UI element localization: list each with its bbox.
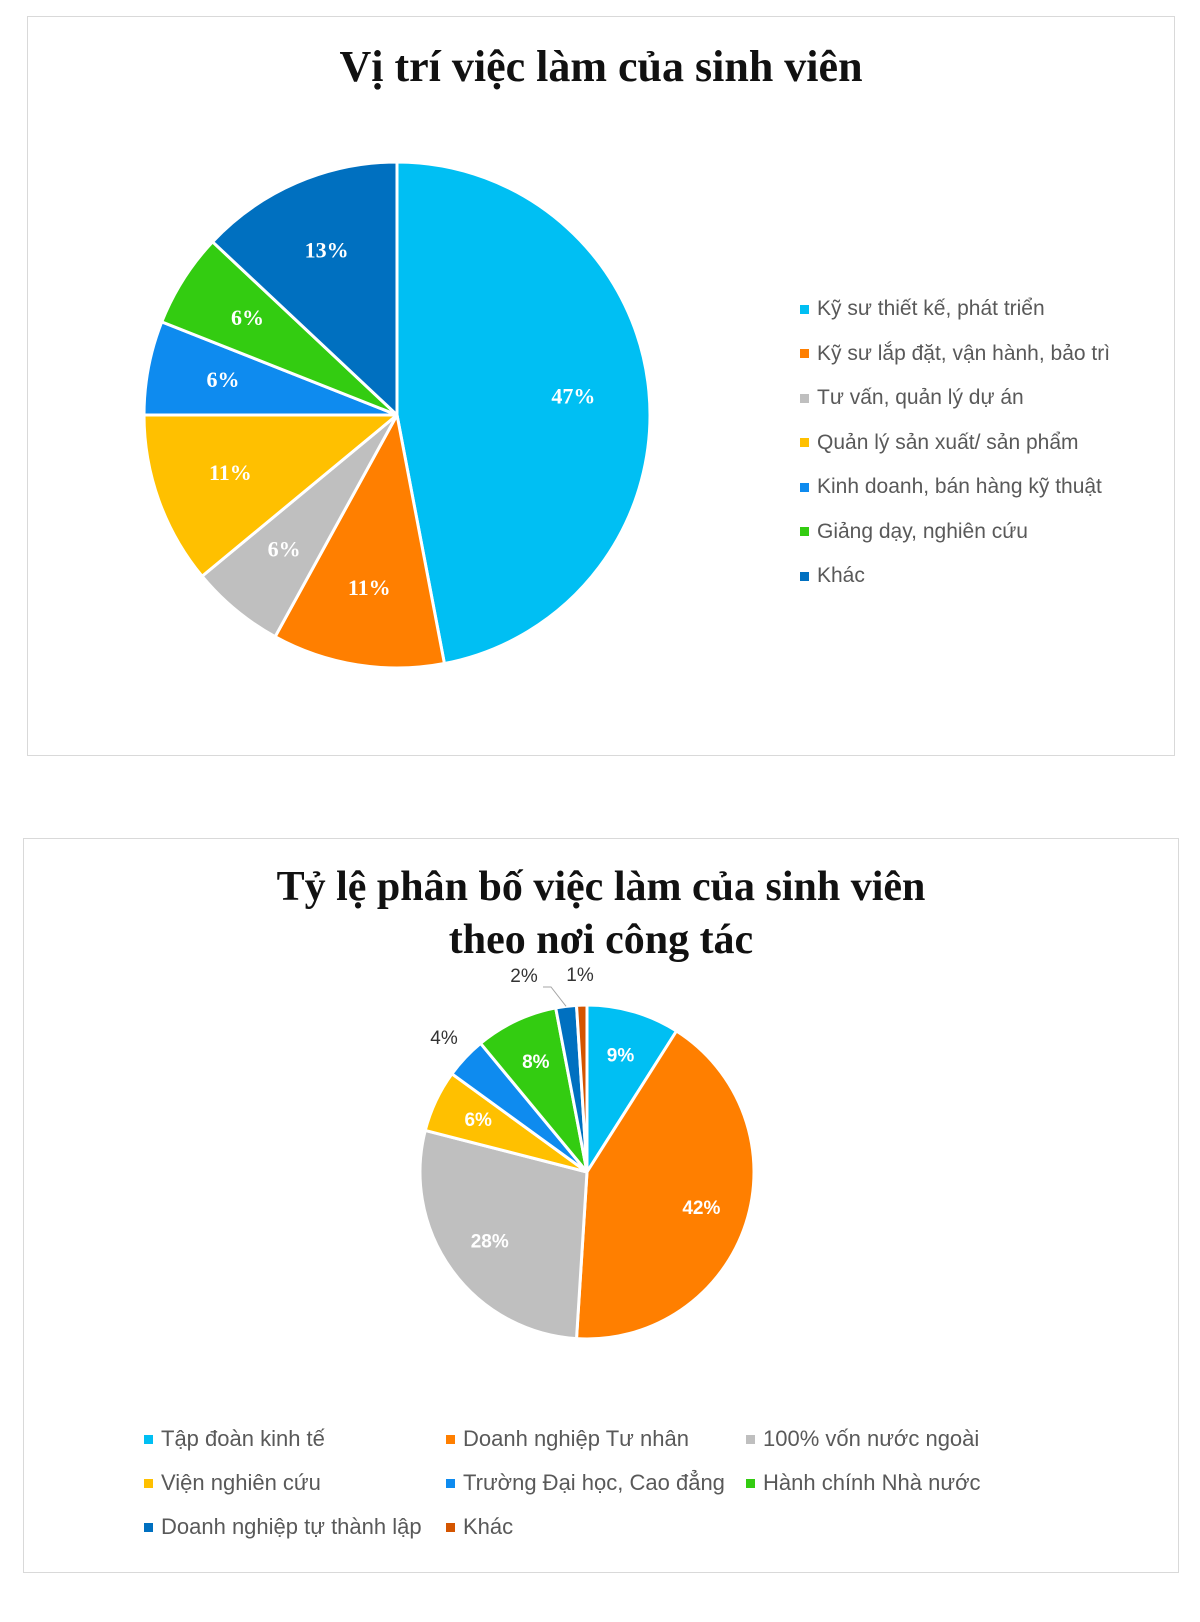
- pie-slice-100-von-nuoc-ngoai: [418, 1128, 589, 1341]
- legend: Kỹ sư thiết kế, phát triển Kỹ sư lắp đặt,…: [800, 287, 1110, 599]
- data-label: 9%: [607, 1046, 635, 1067]
- data-label: 6%: [207, 367, 240, 392]
- legend-label: Quản lý sản xuất/ sản phẩm: [817, 430, 1079, 454]
- legend-item: Doanh nghiệp Tư nhân: [446, 1426, 746, 1452]
- legend-label: Kỹ sư thiết kế, phát triển: [817, 297, 1045, 321]
- legend-item: Kỹ sư lắp đặt, vận hành, bảo trì: [800, 332, 1110, 377]
- data-label: 8%: [522, 1052, 550, 1073]
- pie-slice-khac: [211, 160, 399, 417]
- legend-item: 100% vốn nước ngoài: [746, 1426, 1044, 1452]
- pie-chart-job-positions: 47% 11% 6% 11% 6% 6% 13%: [142, 160, 652, 670]
- legend-label: Giảng dạy, nghiên cứu: [817, 519, 1028, 543]
- legend-label: Khác: [463, 1514, 514, 1539]
- legend-item: Quản lý sản xuất/ sản phẩm: [800, 421, 1110, 466]
- legend-label: Kỹ sư lắp đặt, vận hành, bảo trì: [817, 341, 1111, 365]
- pie-chart-workplace-distribution: 9% 42% 28% 6% 4% 8% 2% 1%: [418, 965, 756, 1341]
- legend-item: Hành chính Nhà nước: [746, 1470, 1044, 1496]
- legend-swatch: [800, 438, 809, 448]
- legend-swatch: [446, 1478, 455, 1488]
- legend-label: Tập đoàn kinh tế: [161, 1426, 325, 1451]
- legend-item: Giảng dạy, nghiên cứu: [800, 510, 1110, 555]
- legend-item: Kinh doanh, bán hàng kỹ thuật: [800, 465, 1110, 510]
- data-label: 2%: [510, 966, 538, 987]
- data-label: 6%: [464, 1110, 492, 1131]
- legend-swatch: [800, 571, 809, 581]
- legend-swatch: [800, 482, 809, 492]
- legend-label: Trường Đại học, Cao đẳng: [463, 1470, 725, 1495]
- legend-swatch: [800, 393, 809, 403]
- legend-swatch: [746, 1478, 755, 1488]
- legend-item: Trường Đại học, Cao đẳng: [446, 1470, 746, 1496]
- legend-swatch: [800, 349, 809, 359]
- legend-label: Hành chính Nhà nước: [763, 1470, 981, 1495]
- legend-swatch: [746, 1434, 755, 1444]
- pie-slice-tap-doan-kinh-te: [585, 1003, 678, 1174]
- data-label: 6%: [231, 305, 264, 330]
- pie-slice-ky-su-thiet-ke-phat-trien: [395, 160, 652, 666]
- chart-title: Vị trí việc làm của sinh viên: [339, 42, 863, 91]
- legend-label: Tư vấn, quản lý dự án: [817, 386, 1024, 410]
- pie-slice-doanh-nghiep-tu-nhan: [575, 1029, 756, 1341]
- legend-item: Doanh nghiệp tự thành lập: [144, 1514, 446, 1540]
- data-label: 6%: [268, 537, 301, 562]
- legend-swatch: [144, 1434, 153, 1444]
- data-label: 11%: [209, 460, 252, 485]
- legend-item: Tập đoàn kinh tế: [144, 1426, 446, 1452]
- chart-panel-job-positions: Vị trí việc làm của sinh viên 47% 11% 6% 11…: [27, 16, 1175, 756]
- legend-item: Khác: [446, 1514, 746, 1540]
- chart-panel-workplace-distribution: Tỷ lệ phân bố việc làm của sinh viên the…: [23, 838, 1179, 1573]
- pie-slice-ky-su-lap-dat-van-hanh-bao-tri: [273, 413, 446, 670]
- legend-swatch: [446, 1522, 455, 1532]
- data-label: 11%: [348, 575, 391, 600]
- legend-swatch: [144, 1478, 153, 1488]
- legend-label: Doanh nghiệp Tư nhân: [463, 1426, 689, 1451]
- leader-line: [543, 986, 567, 1007]
- pie-slice-quan-ly-san-xuat-san-pham: [142, 413, 399, 578]
- legend-swatch: [800, 527, 809, 537]
- data-label: 47%: [551, 383, 595, 408]
- legend-item: Kỹ sư thiết kế, phát triển: [800, 287, 1110, 332]
- data-label: 4%: [430, 1028, 458, 1049]
- legend-label: Doanh nghiệp tự thành lập: [161, 1514, 422, 1539]
- legend-item: Khác: [800, 554, 1110, 599]
- chart-title-line-2: theo nơi công tác: [448, 916, 754, 963]
- legend-label: Viện nghiên cứu: [161, 1470, 321, 1495]
- data-label: 1%: [566, 965, 594, 986]
- legend: Tập đoàn kinh tế Doanh nghiệp Tư nhân 100%…: [144, 1426, 1044, 1540]
- data-label: 42%: [682, 1198, 720, 1219]
- chart-title-line-1: Tỷ lệ phân bố việc làm của sinh viên: [276, 864, 926, 910]
- legend-label: 100% vốn nước ngoài: [763, 1426, 980, 1451]
- legend-swatch: [144, 1522, 153, 1532]
- legend-swatch: [446, 1434, 455, 1444]
- chart-title: Tỷ lệ phân bố việc làm của sinh viên the…: [24, 861, 1178, 966]
- data-label: 13%: [305, 238, 349, 263]
- pie-slice-khac: [575, 1003, 589, 1174]
- legend-swatch: [800, 304, 809, 314]
- legend-label: Kinh doanh, bán hàng kỹ thuật: [817, 475, 1102, 499]
- legend-item: Tư vấn, quản lý dự án: [800, 376, 1110, 421]
- legend-label: Khác: [817, 564, 865, 588]
- legend-item: Viện nghiên cứu: [144, 1470, 446, 1496]
- data-label: 28%: [471, 1232, 509, 1253]
